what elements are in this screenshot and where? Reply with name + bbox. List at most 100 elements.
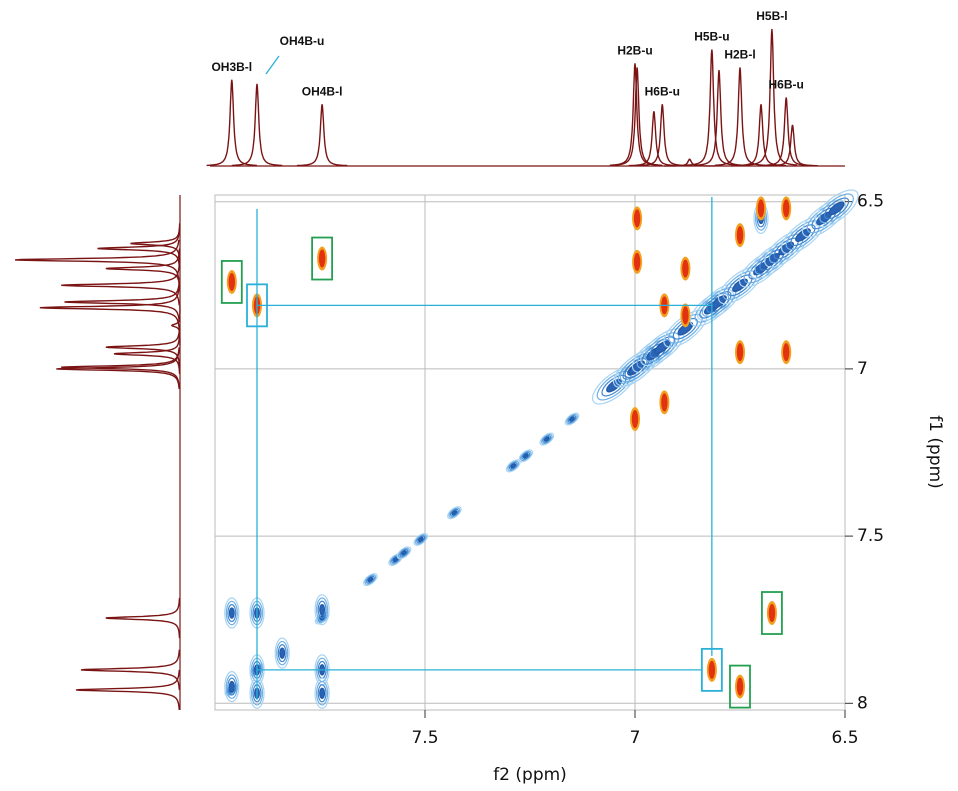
- highlight-box: [700, 647, 723, 692]
- contour: [567, 415, 577, 423]
- contour: [795, 228, 811, 242]
- cross-peak: [224, 670, 240, 703]
- contour: [543, 436, 550, 442]
- contour: [398, 547, 410, 559]
- contour: [317, 684, 327, 703]
- spectrum-peak: [231, 83, 283, 167]
- spectrum-peak: [746, 28, 798, 166]
- contour: [416, 535, 426, 544]
- x-tick-label: 7.5: [411, 728, 438, 748]
- highlight-box: [311, 236, 334, 281]
- cross-peak: [632, 249, 643, 274]
- contour: [414, 534, 427, 545]
- y-tick-label: 8: [857, 693, 868, 713]
- spectrum-peak: [206, 79, 257, 167]
- contour: [814, 189, 859, 228]
- contour: [228, 607, 235, 619]
- spectrum-peak: [39, 287, 180, 328]
- contour: [790, 224, 816, 247]
- contour: [757, 199, 765, 218]
- contour: [317, 600, 327, 619]
- contour: [706, 291, 732, 313]
- contour: [227, 604, 237, 623]
- contour: [522, 453, 529, 459]
- contour: [364, 574, 377, 585]
- spectrum-peak: [686, 49, 738, 166]
- contour: [224, 597, 240, 629]
- diagonal-peak: [801, 199, 847, 238]
- contour: [316, 680, 329, 706]
- y-tick-label: 7: [857, 359, 868, 379]
- cross-peak: [314, 677, 330, 709]
- peak-label: H5B-u: [694, 30, 729, 44]
- contour: [225, 600, 238, 626]
- x-tick-label: 6.5: [831, 728, 858, 748]
- diagonal-peak: [564, 412, 580, 426]
- contour: [736, 343, 744, 362]
- cross-peak: [317, 246, 328, 271]
- contour: [540, 433, 553, 445]
- y-tick-label: 6.5: [857, 192, 884, 212]
- spectrum-peak: [64, 281, 180, 323]
- leader-line: [265, 55, 280, 75]
- diagonal-peak: [413, 532, 429, 546]
- peak-label: OH3B-l: [211, 60, 252, 74]
- spectrum-peak: [105, 327, 181, 368]
- contour: [783, 199, 790, 218]
- peak-label: H2B-l: [724, 48, 755, 62]
- contour: [274, 637, 290, 669]
- contour: [363, 573, 378, 587]
- contour: [366, 575, 375, 584]
- spectrum-peak: [61, 265, 180, 306]
- cross-peak: [224, 597, 240, 629]
- contour: [518, 449, 534, 463]
- contour: [277, 644, 287, 663]
- contour: [319, 603, 326, 616]
- contour: [661, 393, 668, 412]
- contour: [228, 272, 235, 291]
- contour: [228, 680, 235, 693]
- diagonal-peak: [447, 506, 462, 520]
- contour: [314, 677, 330, 709]
- spectrum-peak: [105, 598, 181, 639]
- cross-peak: [735, 674, 745, 699]
- highlight-box: [246, 283, 268, 328]
- spectrum-peak: [693, 70, 745, 166]
- cross-peak: [781, 340, 792, 365]
- contour: [448, 507, 461, 518]
- diagonal-peak: [518, 449, 534, 463]
- spectrum-peak: [113, 333, 181, 374]
- contour: [732, 278, 748, 293]
- contour: [319, 687, 326, 699]
- spectrum-peak: [664, 158, 715, 167]
- contour: [508, 461, 518, 470]
- contour: [539, 432, 555, 446]
- contour: [566, 413, 578, 425]
- x-axis-label: f2 (ppm): [493, 765, 567, 785]
- y-tick-label: 7.5: [857, 526, 884, 546]
- cross-peak: [314, 594, 330, 626]
- contour: [227, 677, 237, 696]
- spectrum-peak: [296, 104, 348, 167]
- contour: [564, 412, 580, 426]
- cross-peak: [756, 196, 766, 221]
- cross-peak: [226, 269, 237, 294]
- contour: [507, 460, 520, 472]
- contour: [316, 597, 329, 622]
- contour: [823, 197, 850, 220]
- spectrum-peak: [170, 305, 181, 346]
- spectrum-peak: [637, 104, 688, 167]
- highlight-box: [761, 591, 783, 635]
- cross-peak: [680, 256, 691, 281]
- contour: [668, 313, 703, 344]
- contour: [519, 450, 532, 462]
- contour: [672, 317, 699, 340]
- peak-label: H6B-u: [645, 85, 680, 99]
- contour: [224, 670, 240, 703]
- contour: [279, 647, 286, 659]
- cross-peak: [632, 206, 643, 231]
- contour: [276, 640, 289, 666]
- contour: [819, 193, 854, 224]
- cross-peak: [735, 340, 745, 365]
